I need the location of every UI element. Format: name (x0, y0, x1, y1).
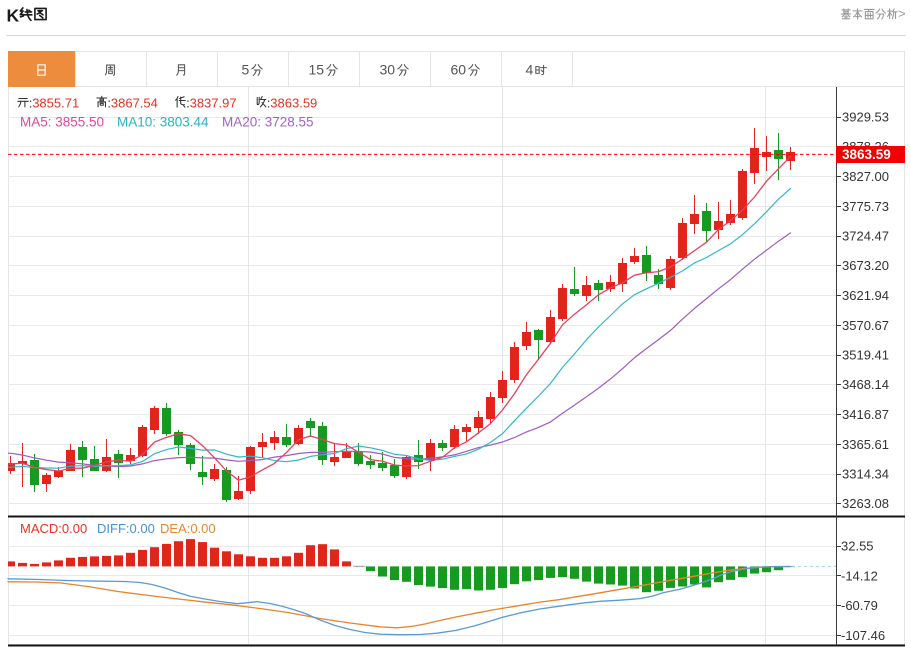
svg-text:3837.97: 3837.97 (190, 95, 237, 110)
svg-text::: : (186, 95, 190, 110)
svg-text:3863.59: 3863.59 (842, 147, 891, 162)
svg-text:60: 60 (451, 62, 467, 78)
svg-text:30: 30 (380, 62, 396, 78)
svg-text:3775.73: 3775.73 (842, 199, 889, 214)
svg-text:K: K (7, 6, 20, 26)
svg-text:3855.71: 3855.71 (32, 95, 79, 110)
svg-text:32.55: 32.55 (841, 539, 874, 554)
svg-text::: : (29, 95, 33, 110)
svg-text:DEA:0.00: DEA:0.00 (160, 521, 216, 536)
svg-text:3314.34: 3314.34 (842, 467, 889, 482)
svg-text:3570.67: 3570.67 (842, 318, 889, 333)
svg-text:3863.59: 3863.59 (270, 95, 317, 110)
svg-text:DIFF:0.00: DIFF:0.00 (97, 521, 155, 536)
svg-text:MA20: 3728.55: MA20: 3728.55 (222, 115, 314, 130)
svg-text:>: > (898, 6, 906, 21)
svg-text:3416.87: 3416.87 (842, 407, 889, 422)
svg-text:3621.94: 3621.94 (842, 288, 889, 303)
svg-text:15: 15 (309, 62, 325, 78)
svg-text::: : (267, 95, 271, 110)
svg-text:MA10: 3803.44: MA10: 3803.44 (117, 115, 209, 130)
svg-text:3929.53: 3929.53 (842, 110, 889, 125)
svg-text:3673.20: 3673.20 (842, 258, 889, 273)
svg-text:-14.12: -14.12 (841, 568, 878, 583)
svg-text::: : (107, 95, 111, 110)
svg-text:MACD:0.00: MACD:0.00 (20, 521, 87, 536)
svg-text:3519.41: 3519.41 (842, 348, 889, 363)
svg-text:5: 5 (242, 62, 250, 78)
svg-text:MA5: 3855.50: MA5: 3855.50 (20, 115, 104, 130)
svg-text:3468.14: 3468.14 (842, 377, 889, 392)
svg-text:3724.47: 3724.47 (842, 229, 889, 244)
svg-text:-60.79: -60.79 (841, 598, 878, 613)
svg-text:3867.54: 3867.54 (111, 95, 158, 110)
svg-text:3263.08: 3263.08 (842, 496, 889, 511)
svg-text:3365.61: 3365.61 (842, 437, 889, 452)
svg-text:4: 4 (526, 62, 534, 78)
svg-text:-107.46: -107.46 (841, 628, 885, 643)
svg-text:3827.00: 3827.00 (842, 169, 889, 184)
